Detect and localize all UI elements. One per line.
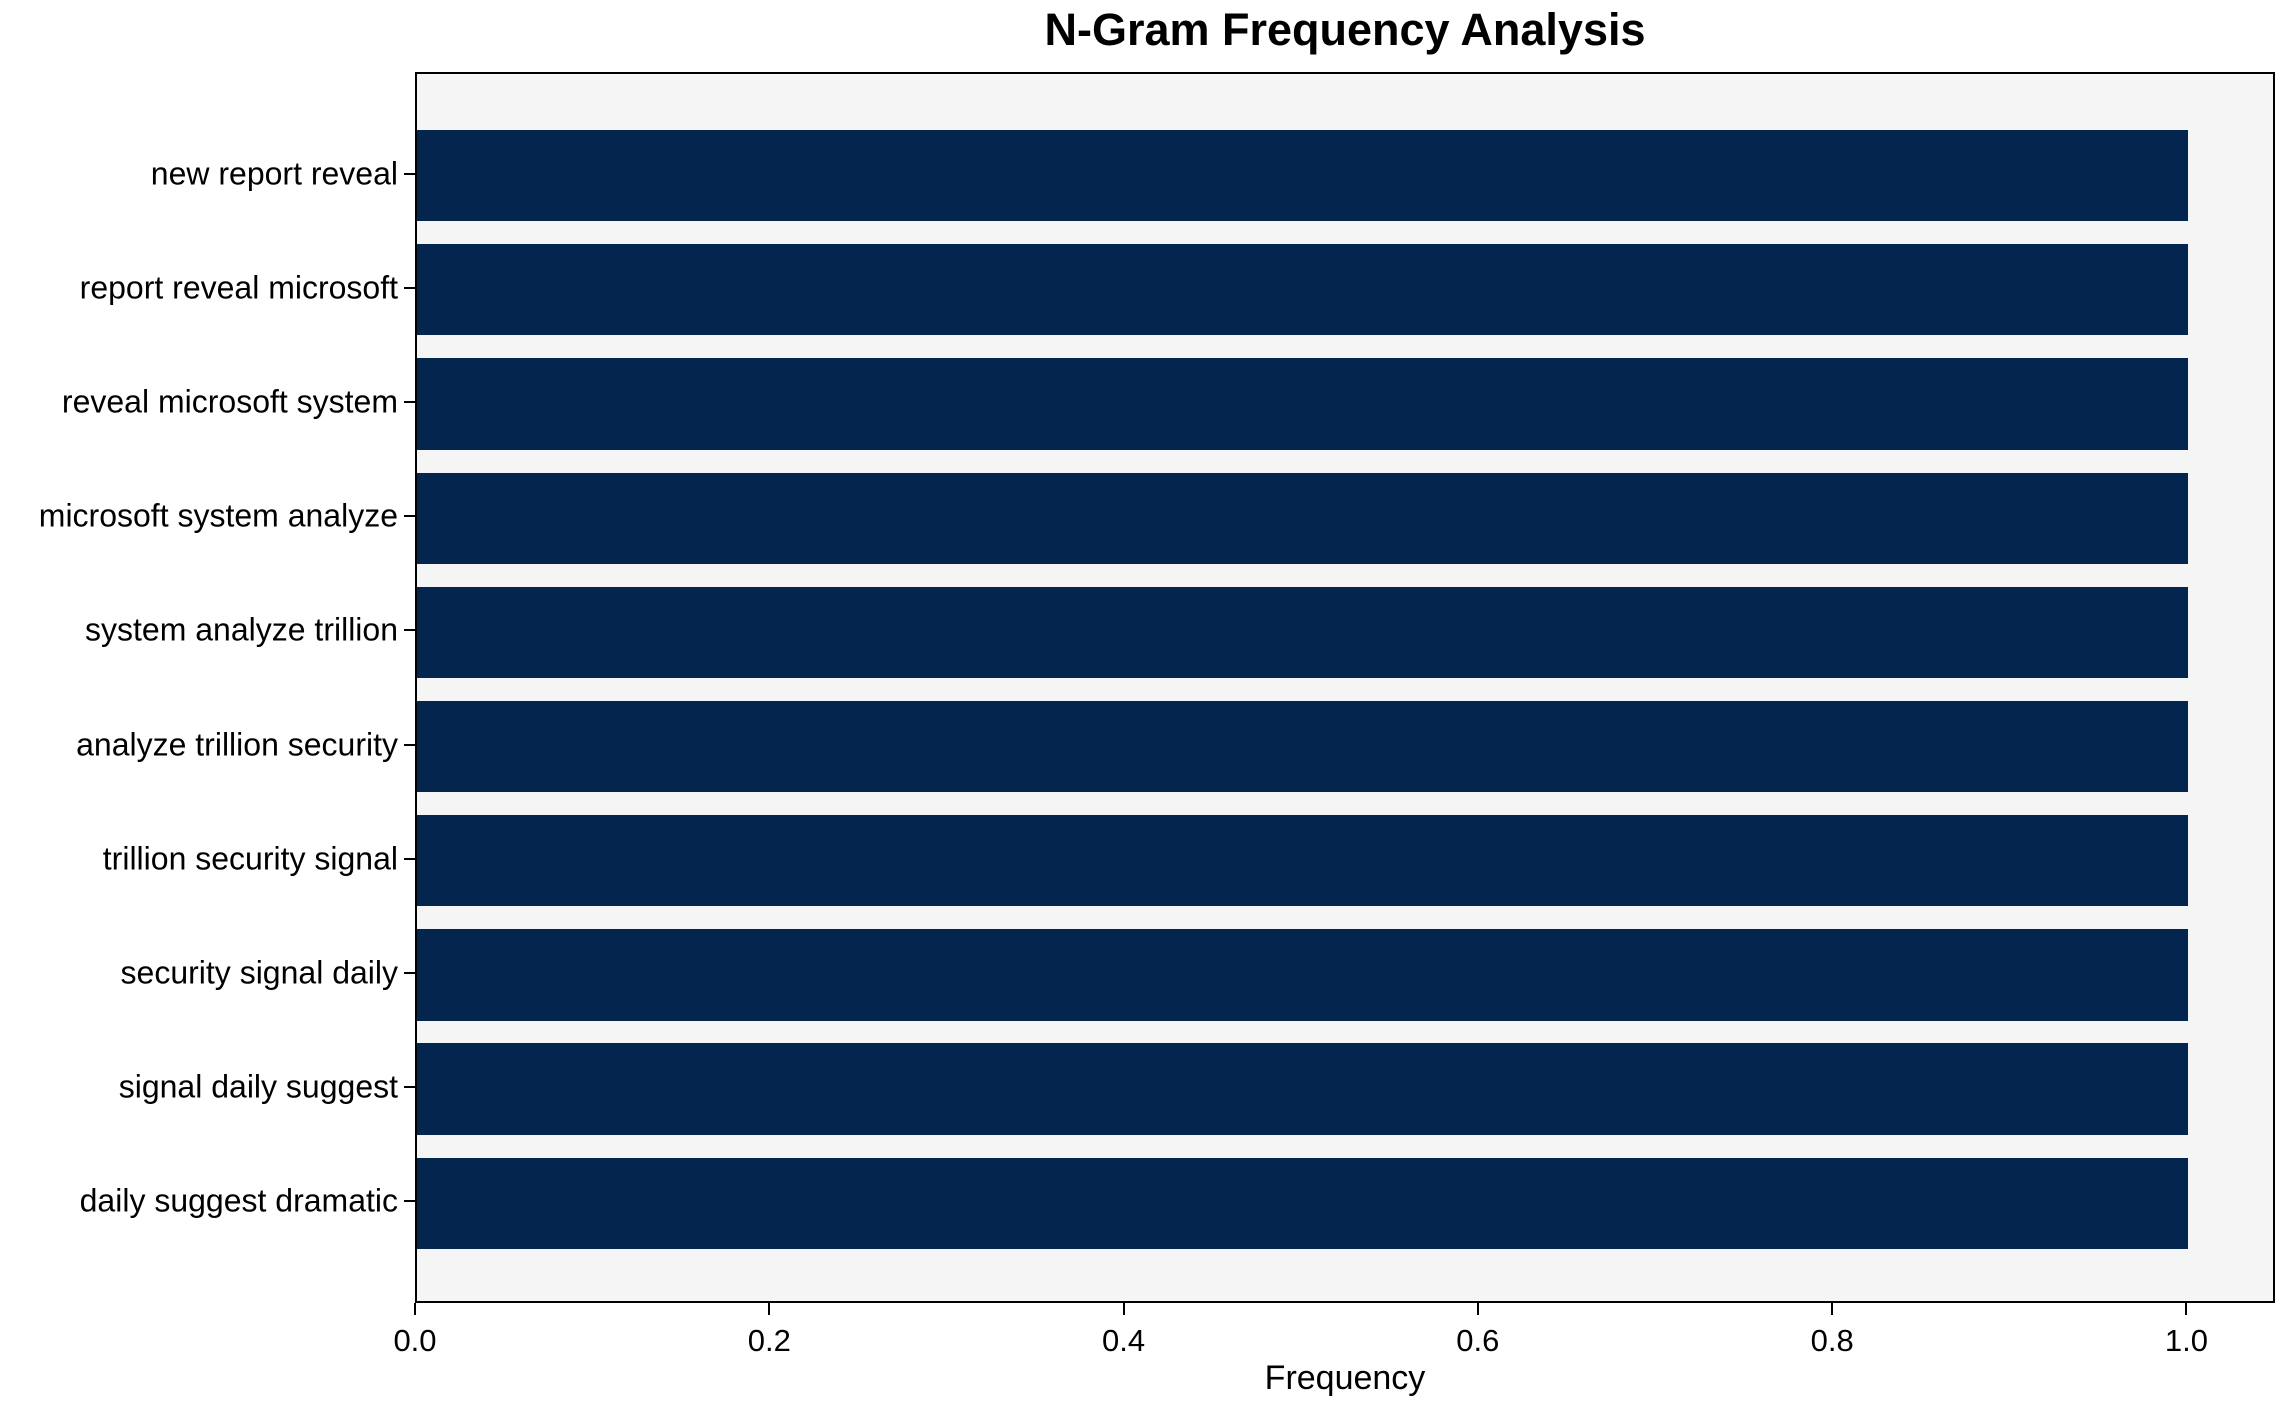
x-tick-label: 0.0 xyxy=(393,1323,437,1358)
y-tick-label: analyze trillion security xyxy=(76,726,398,763)
bar xyxy=(417,129,2189,222)
y-tick-mark xyxy=(404,857,415,860)
x-tick-mark xyxy=(414,1303,416,1315)
x-tick-label: 0.6 xyxy=(1456,1323,1500,1358)
y-tick-mark xyxy=(404,971,415,974)
y-tick-mark xyxy=(404,1200,415,1203)
bar xyxy=(417,1043,2189,1135)
x-tick-mark xyxy=(1476,1303,1479,1315)
y-tick-mark xyxy=(404,629,415,632)
x-tick-label: 0.2 xyxy=(747,1323,791,1358)
y-tick-label: daily suggest dramatic xyxy=(79,1182,398,1219)
x-tick-mark xyxy=(2185,1303,2188,1315)
bar xyxy=(417,358,2189,450)
bar xyxy=(417,472,2189,564)
plot-area xyxy=(415,72,2275,1303)
y-tick-label: reveal microsoft system xyxy=(61,383,398,420)
y-tick-mark xyxy=(404,1086,415,1089)
y-tick-label: microsoft system analyze xyxy=(38,497,398,534)
y-tick-mark xyxy=(404,401,415,404)
x-tick-label: 1.0 xyxy=(2164,1323,2208,1358)
y-tick-label: security signal daily xyxy=(120,954,398,991)
y-tick-label: system analyze trillion xyxy=(85,611,398,648)
chart-title: N-Gram Frequency Analysis xyxy=(1044,4,1646,55)
bar xyxy=(417,815,2189,907)
y-tick-mark xyxy=(404,286,415,289)
y-tick-label: trillion security signal xyxy=(102,840,398,877)
x-tick-mark xyxy=(1831,1303,1834,1315)
y-tick-mark xyxy=(404,515,415,518)
bar xyxy=(417,929,2189,1021)
y-tick-label: new report reveal xyxy=(150,155,398,192)
y-tick-label: signal daily suggest xyxy=(118,1068,398,1105)
y-tick-mark xyxy=(404,743,415,746)
x-tick-label: 0.8 xyxy=(1810,1323,1854,1358)
y-tick-label: report reveal microsoft xyxy=(79,269,398,306)
y-tick-mark xyxy=(404,172,415,175)
bar xyxy=(417,586,2189,679)
x-tick-mark xyxy=(768,1303,771,1315)
x-tick-label: 0.4 xyxy=(1102,1323,1146,1358)
bar xyxy=(417,700,2189,793)
bar xyxy=(417,1157,2189,1250)
x-axis-label: Frequency xyxy=(1264,1359,1426,1397)
x-tick-mark xyxy=(1122,1303,1125,1315)
bar xyxy=(417,244,2189,336)
